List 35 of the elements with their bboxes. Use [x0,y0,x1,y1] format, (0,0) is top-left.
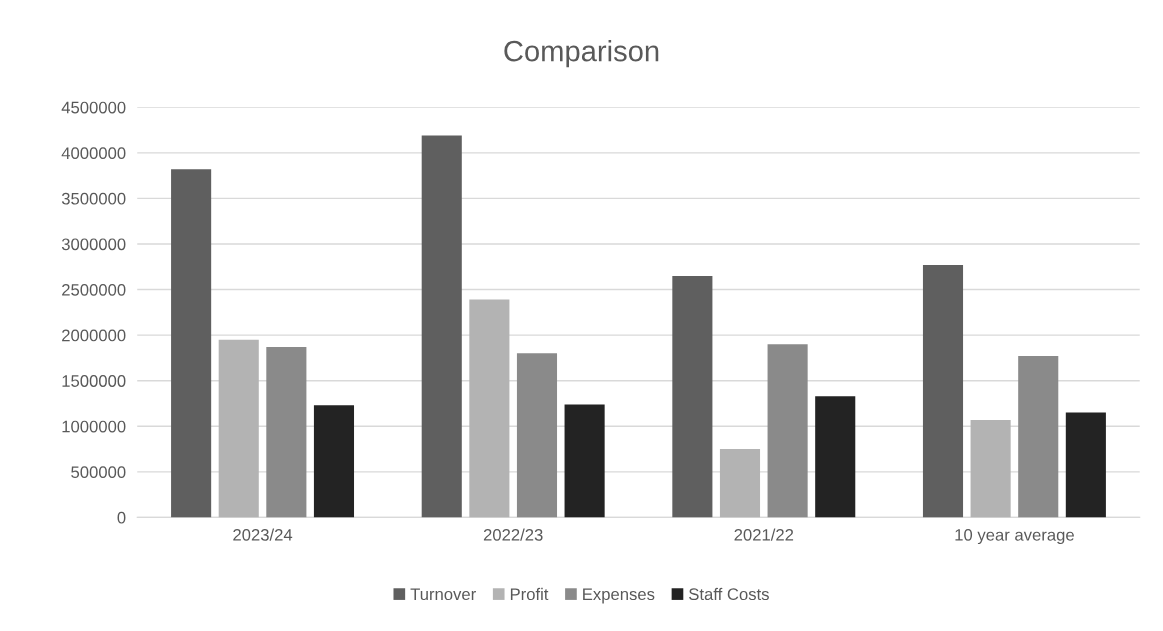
y-tick-label: 4000000 [61,147,126,160]
legend-label: Staff Costs [689,587,769,601]
bar [672,275,713,518]
bar [266,346,307,518]
y-tick-label: 0 [117,511,126,524]
legend-label: Turnover [410,588,476,601]
x-tick-label: 2023/24 [233,528,293,541]
bar [171,169,212,518]
bar [564,404,605,518]
bar [421,135,462,518]
x-tick-label: 10 year average [955,528,1074,545]
y-tick-label: 2000000 [62,329,126,342]
bar [1018,356,1059,518]
chart-title: Comparison [504,40,659,68]
legend-label: Expenses [583,588,655,604]
bar [719,449,761,518]
bar [922,264,964,518]
bar [218,339,259,518]
y-tick-label: 1000000 [62,420,126,433]
bar [313,405,355,518]
bar [815,396,856,518]
y-tick-label: 500000 [71,466,126,479]
bar [469,299,510,518]
y-tick-label: 4500000 [61,101,126,114]
y-tick-label: 3500000 [61,192,126,205]
y-tick-label: 1500000 [62,375,126,387]
y-tick-label: 3000000 [61,238,126,251]
bar [1065,412,1106,518]
x-tick-label: 2022/23 [483,528,543,541]
x-tick-label: 2021/22 [734,528,794,541]
bar [767,344,808,518]
y-tick-label: 2500000 [62,283,126,296]
bar [970,419,1011,518]
legend-label: Profit [510,587,549,601]
bar [516,353,558,518]
